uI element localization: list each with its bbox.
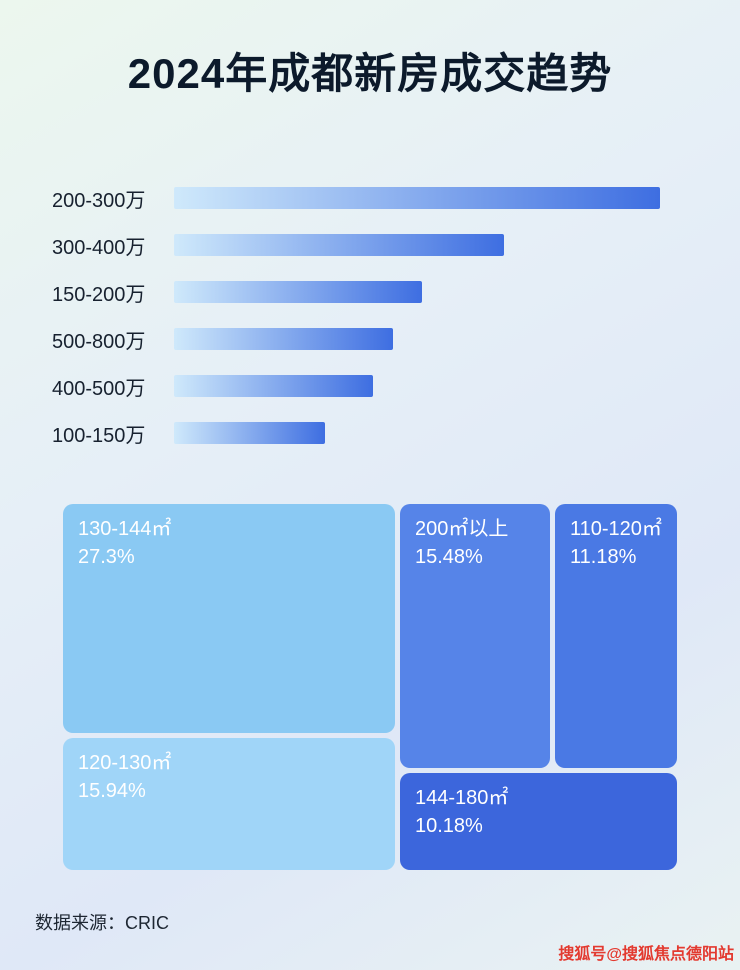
bar-row: 150-200万 [52, 281, 660, 306]
bar-track [174, 375, 660, 397]
data-source-note: 数据来源：CRIC [35, 913, 169, 933]
bar-track [174, 328, 660, 350]
treemap-block-label: 120-130㎡ [78, 752, 172, 774]
bar-row: 400-500万 [52, 375, 660, 400]
bar-label: 400-500万 [52, 377, 146, 400]
treemap-block-200-plus: 200㎡以上 15.48% [400, 504, 550, 768]
bar-track [174, 187, 660, 209]
treemap-block-110-120: 110-120㎡ 11.18% [555, 504, 677, 768]
bar-label: 500-800万 [52, 330, 146, 353]
treemap-block-value: 10.18% [415, 815, 483, 837]
treemap: 130-144㎡ 27.3% 120-130㎡ 15.94% 200㎡以上 15… [63, 504, 677, 875]
bar-row: 500-800万 [52, 328, 660, 353]
bar-row: 300-400万 [52, 234, 660, 259]
bar-track [174, 281, 660, 303]
bar-row: 200-300万 [52, 187, 660, 212]
bar [174, 234, 505, 256]
bar-track [174, 234, 660, 256]
page-title: 2024年成都新房成交趋势 [127, 50, 613, 97]
bar-label: 300-400万 [52, 236, 146, 259]
bar-label: 200-300万 [52, 189, 146, 212]
treemap-block-label: 110-120㎡ [570, 518, 662, 540]
watermark: 搜狐号@搜狐焦点德阳站 [558, 946, 734, 963]
bar-row: 100-150万 [52, 422, 660, 447]
bar [174, 281, 422, 303]
bar [174, 187, 660, 209]
treemap-block-value: 11.18% [570, 546, 637, 568]
treemap-block-value: 15.94% [78, 780, 146, 802]
bar-track [174, 422, 660, 444]
treemap-block-value: 27.3% [78, 546, 135, 568]
treemap-block-label: 144-180㎡ [415, 787, 509, 809]
treemap-block-130-144: 130-144㎡ 27.3% [63, 504, 395, 733]
treemap-block-144-180: 144-180㎡ 10.18% [400, 773, 677, 870]
bar [174, 328, 393, 350]
bar [174, 375, 374, 397]
treemap-block-label: 200㎡以上 [415, 518, 509, 540]
bar [174, 422, 325, 444]
treemap-block-120-130: 120-130㎡ 15.94% [63, 738, 395, 870]
bar-chart: 200-300万 300-400万 150-200万 500-800万 400-… [52, 187, 660, 447]
bar-label: 150-200万 [52, 283, 146, 306]
treemap-block-value: 15.48% [415, 546, 483, 568]
treemap-block-label: 130-144㎡ [78, 518, 172, 540]
bar-label: 100-150万 [52, 424, 146, 447]
